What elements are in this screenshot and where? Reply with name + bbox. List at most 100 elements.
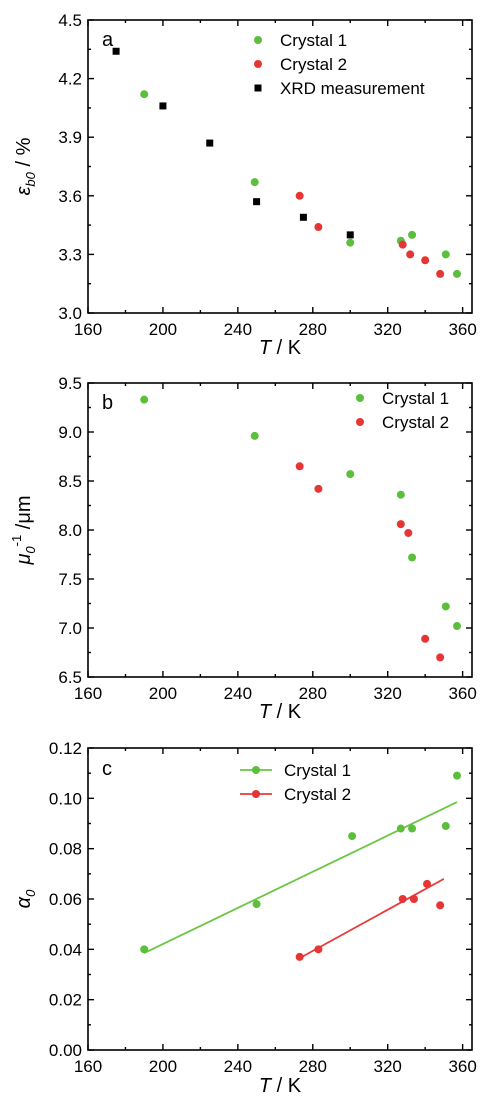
legend-label: Crystal 2 xyxy=(280,55,347,74)
data-point-series-1 xyxy=(348,832,357,841)
data-point-series-2 xyxy=(295,191,304,200)
x-axis-title: T / K xyxy=(259,1075,302,1097)
data-point-series-2 xyxy=(398,240,407,249)
y-tick-label: 3.3 xyxy=(58,245,82,264)
data-point-series-2 xyxy=(436,901,445,910)
y-tick-label: 8.5 xyxy=(58,472,82,491)
data-point-series-2 xyxy=(295,952,304,961)
data-point-series-3 xyxy=(159,102,167,110)
data-point-series-2 xyxy=(314,484,323,493)
y-tick-label: 0.06 xyxy=(49,890,82,909)
legend-label: Crystal 1 xyxy=(280,31,347,50)
y-axis-unit: /μm xyxy=(13,495,35,534)
x-tick-label: 320 xyxy=(374,1057,402,1076)
legend-marker xyxy=(356,418,364,426)
data-point-series-1 xyxy=(441,250,450,259)
y-tick-label: 8.0 xyxy=(58,521,82,540)
x-axis-unit: / K xyxy=(271,337,302,359)
y-tick-label: 0.02 xyxy=(49,991,82,1010)
y-tick-label: 4.5 xyxy=(58,11,82,30)
y-tick-label: 4.2 xyxy=(58,70,82,89)
data-point-series-1 xyxy=(250,431,259,440)
y-tick-label: 9.0 xyxy=(58,423,82,442)
legend-marker xyxy=(252,766,260,774)
x-tick-label: 200 xyxy=(149,1057,177,1076)
panel-label: b xyxy=(102,392,113,414)
panel-b-chart: 160 200 240 280 320 360 6.5 7.0 7.5 8.0 8.5 9.0 9.5 T… xyxy=(9,374,477,723)
y-tick-label: 7.5 xyxy=(58,570,82,589)
y-axis-subscript: 0 xyxy=(23,546,38,554)
x-tick-label: 320 xyxy=(374,684,402,703)
legend-label: Crystal 2 xyxy=(382,413,449,432)
panel-label: c xyxy=(102,758,112,780)
legend-label: Crystal 2 xyxy=(284,785,351,804)
y-axis-symbol: ε xyxy=(13,185,35,195)
y-tick-label: 9.5 xyxy=(58,374,82,393)
data-point-series-2 xyxy=(421,634,430,643)
data-point-series-2 xyxy=(404,528,413,537)
x-axis-unit: / K xyxy=(271,1075,302,1097)
x-tick-label: 240 xyxy=(224,684,252,703)
data-point-series-2 xyxy=(436,269,445,278)
panel-a-chart: 160 200 240 280 320 360 3.0 3.3 3.6 3.9 4.2 4.5 T / … xyxy=(13,11,477,359)
x-tick-label: 160 xyxy=(74,684,102,703)
y-axis-title: α0 xyxy=(13,889,38,908)
data-point-series-1 xyxy=(408,824,417,833)
y-tick-label: 0.10 xyxy=(49,789,82,808)
legend-marker xyxy=(254,84,262,92)
data-point-series-2 xyxy=(314,945,323,954)
y-tick-label: 0.04 xyxy=(49,940,82,959)
data-point-series-1 xyxy=(441,822,450,831)
data-point-series-2 xyxy=(398,895,407,903)
data-point-series-1 xyxy=(346,470,355,479)
x-axis-symbol: T xyxy=(259,1075,273,1097)
x-tick-label: 360 xyxy=(448,684,476,703)
legend-marker xyxy=(254,60,262,68)
y-tick-label: 0.00 xyxy=(49,1041,82,1060)
y-axis-subscript: b0 xyxy=(23,171,38,186)
data-point-series-2 xyxy=(396,520,405,529)
data-point-series-1 xyxy=(140,395,149,404)
y-tick-label: 3.9 xyxy=(58,128,82,147)
data-point-series-2 xyxy=(436,653,445,662)
x-tick-label: 200 xyxy=(149,684,177,703)
y-tick-label: 7.0 xyxy=(58,619,82,638)
data-point-series-2 xyxy=(295,462,304,471)
x-tick-label: 320 xyxy=(374,320,402,339)
legend-marker xyxy=(252,790,260,798)
data-point-series-2 xyxy=(409,895,418,903)
legend-marker xyxy=(356,394,364,402)
data-point-series-1 xyxy=(408,553,417,562)
y-tick-label: 3.6 xyxy=(58,187,82,206)
x-axis-symbol: T xyxy=(259,701,273,723)
x-axis-title: T / K xyxy=(259,337,302,359)
data-point-series-1 xyxy=(250,178,259,187)
y-axis-subscript: 0 xyxy=(23,889,38,897)
data-point-series-1 xyxy=(252,900,261,909)
y-axis-unit: / % xyxy=(13,137,35,172)
y-tick-label: 0.12 xyxy=(49,739,82,758)
data-point-series-1 xyxy=(408,230,417,239)
x-axis-title: T / K xyxy=(259,701,302,723)
x-axis-symbol: T xyxy=(259,337,273,359)
x-tick-label: 160 xyxy=(74,320,102,339)
data-point-series-1 xyxy=(396,824,405,833)
data-point-series-1 xyxy=(396,490,405,499)
x-axis-unit: / K xyxy=(271,701,302,723)
data-point-series-2 xyxy=(423,879,432,888)
data-point-series-1 xyxy=(453,269,462,278)
x-tick-label: 280 xyxy=(299,684,327,703)
data-point-series-1 xyxy=(140,90,149,99)
y-axis-title: μ0-1 /μm xyxy=(9,495,38,565)
data-point-series-3 xyxy=(346,231,354,239)
data-point-series-1 xyxy=(453,622,462,631)
x-tick-label: 360 xyxy=(448,320,476,339)
data-point-series-1 xyxy=(140,945,149,954)
legend-label: Crystal 1 xyxy=(284,761,351,780)
legend-label: XRD measurement xyxy=(280,79,425,98)
x-tick-label: 240 xyxy=(224,1057,252,1076)
y-tick-label: 3.0 xyxy=(58,304,82,323)
y-axis-title: εb0 / % xyxy=(13,137,38,195)
y-tick-label: 0.08 xyxy=(49,840,82,859)
